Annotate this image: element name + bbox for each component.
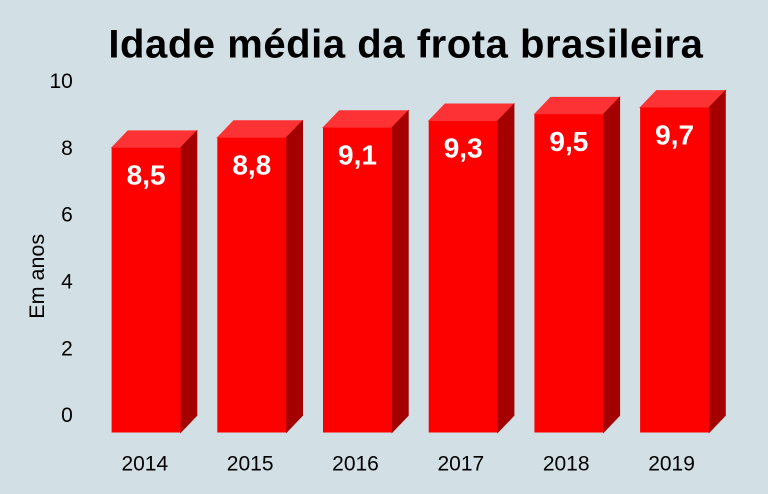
svg-text:2015: 2015 xyxy=(227,452,274,475)
svg-text:9,7: 9,7 xyxy=(655,119,694,150)
svg-text:0: 0 xyxy=(61,404,73,427)
svg-text:2019: 2019 xyxy=(648,452,695,475)
svg-text:2: 2 xyxy=(61,337,73,360)
svg-text:9,5: 9,5 xyxy=(549,126,588,157)
svg-text:6: 6 xyxy=(61,204,73,227)
svg-text:9,1: 9,1 xyxy=(338,139,377,170)
svg-text:4: 4 xyxy=(61,270,73,293)
svg-text:Idade média da frota brasileir: Idade média da frota brasileira xyxy=(108,23,703,67)
svg-text:8: 8 xyxy=(61,137,73,160)
svg-text:8,5: 8,5 xyxy=(127,159,166,190)
svg-text:2016: 2016 xyxy=(332,452,379,475)
svg-text:2017: 2017 xyxy=(437,452,484,475)
svg-text:2018: 2018 xyxy=(543,452,590,475)
svg-text:8,8: 8,8 xyxy=(232,149,271,180)
svg-text:10: 10 xyxy=(49,70,72,93)
svg-text:Em anos: Em anos xyxy=(25,234,49,319)
svg-text:2014: 2014 xyxy=(121,452,168,475)
svg-text:9,3: 9,3 xyxy=(444,133,483,164)
